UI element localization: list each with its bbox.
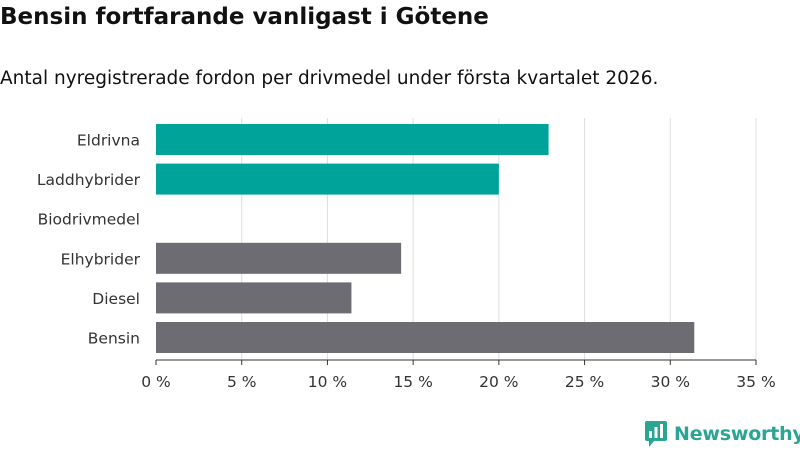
newsworthy-logo-icon: [645, 421, 667, 447]
x-tick-label: 20 %: [479, 373, 518, 391]
bar-bensin: [156, 322, 695, 353]
chart-subtitle: Antal nyregistrerade fordon per drivmede…: [0, 68, 659, 89]
x-axis-ticks: 0 % 5 % 10 % 15 % 20 % 25 % 30 % 35 %: [141, 359, 776, 391]
category-label: Diesel: [92, 290, 140, 308]
x-tick-label: 5 %: [227, 373, 257, 391]
category-label: Laddhybrider: [37, 171, 141, 189]
bars: [156, 124, 695, 353]
chart-title: Bensin fortfarande vanligast i Götene: [0, 4, 489, 30]
bar-laddhybrider: [156, 163, 499, 195]
x-tick-label: 30 %: [651, 373, 690, 391]
category-labels: Eldrivna Laddhybrider Biodrivmedel Elhybrid…: [37, 132, 141, 348]
category-label: Eldrivna: [77, 132, 140, 150]
brand-name: Newsworthy: [674, 423, 800, 445]
category-label: Elhybrider: [61, 250, 141, 268]
x-tick-label: 0 %: [141, 373, 171, 391]
x-tick-label: 10 %: [308, 373, 347, 391]
x-tick-label: 15 %: [393, 373, 432, 391]
gridlines: [241, 118, 757, 360]
x-tick-label: 25 %: [565, 373, 604, 391]
x-tick-label: 35 %: [736, 373, 775, 391]
bar-elhybrider: [156, 242, 402, 274]
category-label: Bensin: [88, 330, 140, 348]
newsworthy-logo[interactable]: Newsworthy: [644, 420, 800, 448]
category-label: Biodrivmedel: [38, 211, 140, 229]
bar-diesel: [156, 282, 352, 314]
bar-eldrivna: [156, 124, 549, 155]
